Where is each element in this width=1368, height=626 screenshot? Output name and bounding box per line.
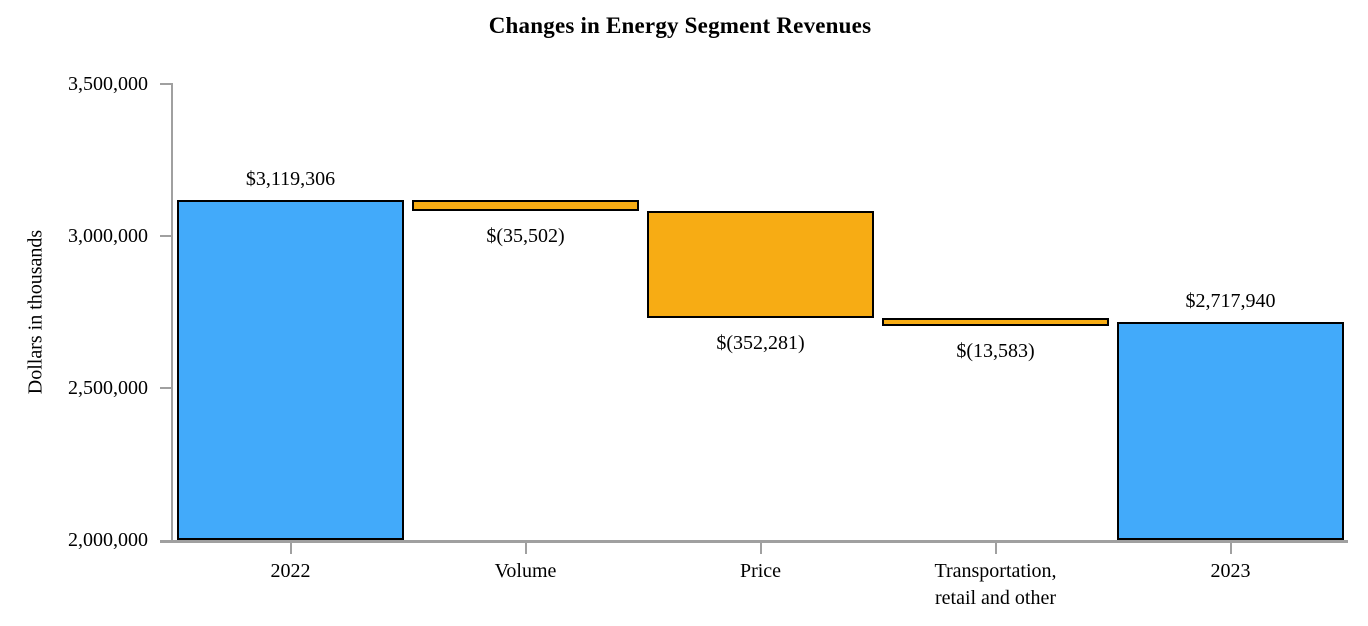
x-axis-tick xyxy=(524,543,527,554)
chart-title: Changes in Energy Segment Revenues xyxy=(488,13,872,38)
value-label-price: $(352,281) xyxy=(716,331,805,354)
value-label-2023: $2,717,940 xyxy=(1185,289,1276,312)
x-axis-tick xyxy=(759,543,762,554)
bar-transportation-retail-other xyxy=(882,317,1109,326)
y-axis-tick-label: 2,500,000 xyxy=(68,377,148,399)
y-axis-tick-label: 3,000,000 xyxy=(68,225,148,247)
x-axis-tick xyxy=(994,543,997,554)
x-axis-tick xyxy=(1229,543,1232,554)
category-label-transportation-retail-other: Transportation, retail and other xyxy=(934,560,1057,609)
bar-2022 xyxy=(177,199,404,540)
x-axis-tick xyxy=(289,543,292,554)
bar-volume xyxy=(412,199,639,211)
category-label-2023: 2023 xyxy=(1210,560,1251,582)
category-label-volume: Volume xyxy=(494,560,557,582)
category-label-price: Price xyxy=(739,560,782,582)
value-label-volume: $(35,502) xyxy=(486,224,565,247)
value-label-2022: $3,119,306 xyxy=(245,167,336,190)
y-axis-line xyxy=(171,84,173,542)
bar-price xyxy=(647,210,874,318)
y-axis-tick xyxy=(160,83,173,85)
category-label-2022: 2022 xyxy=(270,560,311,582)
value-label-transportation-retail-other: $(13,583) xyxy=(956,339,1035,362)
x-axis-line xyxy=(160,540,1348,543)
y-axis-tick xyxy=(160,387,173,389)
bar-2023 xyxy=(1117,321,1344,540)
y-axis-tick xyxy=(160,235,173,237)
y-axis-tick-label: 3,500,000 xyxy=(68,73,148,95)
y-axis-tick-label: 2,000,000 xyxy=(68,529,148,551)
